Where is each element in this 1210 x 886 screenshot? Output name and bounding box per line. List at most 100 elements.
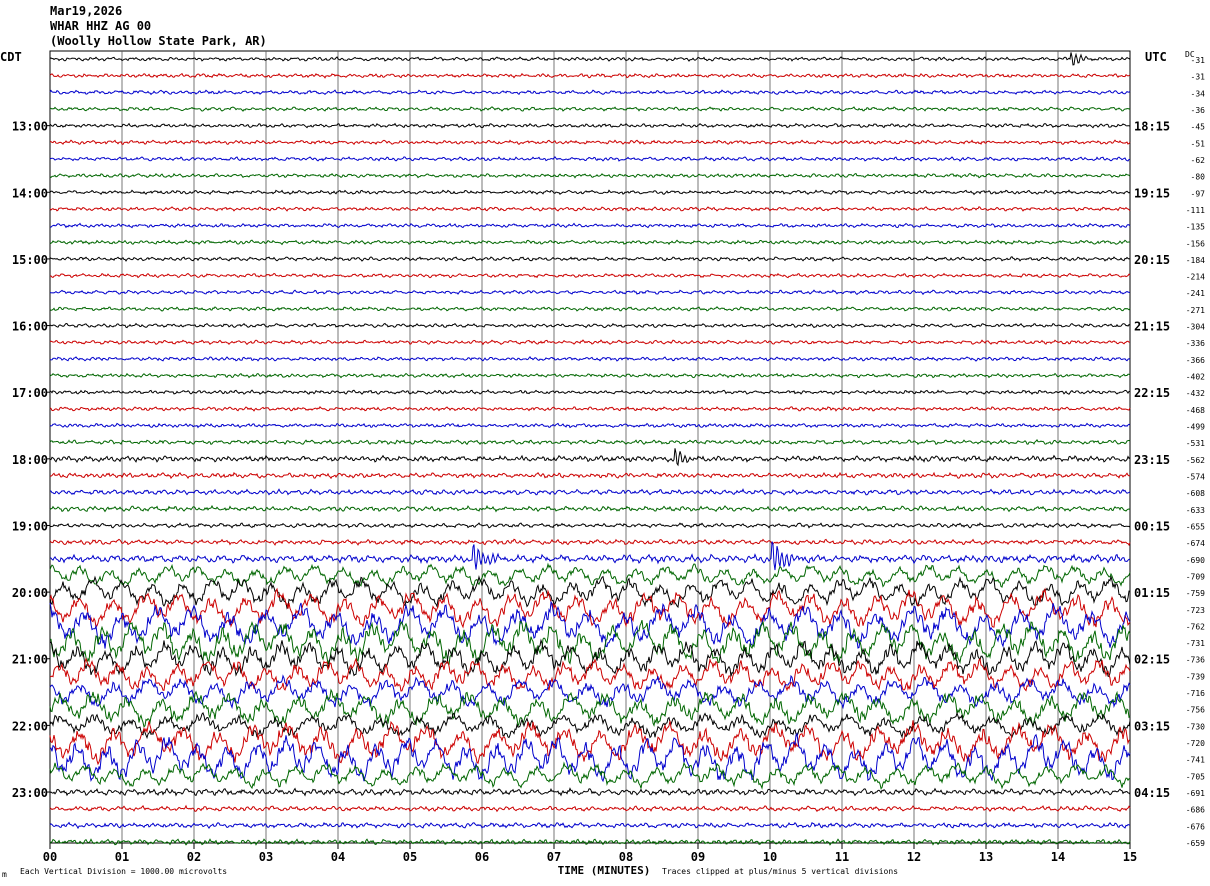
- right-time-label: 18:15: [1134, 120, 1170, 134]
- trace-line: [49, 804, 1131, 813]
- dc-offset-label: -730: [1186, 722, 1205, 731]
- left-time-label: 18:00: [12, 453, 48, 467]
- x-tick-label: 07: [547, 850, 561, 864]
- trace-line: [50, 139, 1131, 146]
- trace-line: [49, 122, 1131, 129]
- dc-offset-label: -184: [1186, 256, 1205, 265]
- x-tick-label: 05: [403, 850, 417, 864]
- left-zone-label: CDT: [0, 50, 22, 64]
- trace-line: [49, 541, 1131, 571]
- left-time-label: 13:00: [12, 120, 48, 134]
- x-tick-label: 12: [907, 850, 921, 864]
- x-tick-label: 10: [763, 850, 777, 864]
- x-tick-label: 06: [475, 850, 489, 864]
- right-time-label: 04:15: [1134, 786, 1170, 800]
- x-tick-label: 13: [979, 850, 993, 864]
- dc-offset-label: -241: [1186, 289, 1205, 298]
- x-tick-label: 08: [619, 850, 633, 864]
- dc-offset-label: -759: [1186, 589, 1205, 598]
- trace-line: [49, 711, 1131, 740]
- dc-offset-label: -676: [1186, 822, 1205, 831]
- x-tick-label: 09: [691, 850, 705, 864]
- trace-line: [49, 306, 1131, 312]
- trace-line: [49, 355, 1131, 362]
- trace-line: [49, 189, 1131, 196]
- x-axis-label: TIME (MINUTES): [558, 864, 651, 877]
- dc-offset-label: -686: [1186, 806, 1205, 815]
- left-time-label: 20:00: [12, 586, 48, 600]
- left-time-label: 21:00: [12, 653, 48, 667]
- left-time-label: 16:00: [12, 320, 48, 334]
- dc-offset-label: -762: [1186, 622, 1205, 631]
- right-time-label: 22:15: [1134, 386, 1170, 400]
- footer-mark: m: [2, 870, 7, 879]
- location-label: (Woolly Hollow State Park, AR): [50, 34, 267, 48]
- dc-offset-label: -531: [1186, 439, 1205, 448]
- trace-line: [49, 272, 1131, 279]
- x-tick-label: 01: [115, 850, 129, 864]
- trace-line: [49, 89, 1131, 96]
- dc-offset-label: -402: [1186, 373, 1205, 382]
- dc-offset-label: -304: [1186, 323, 1205, 332]
- trace-line: [49, 322, 1131, 329]
- dc-offset-label: -31: [1191, 56, 1206, 65]
- dc-offset-label: -156: [1186, 239, 1205, 248]
- right-time-label: 02:15: [1134, 653, 1170, 667]
- dc-offset-label: -659: [1186, 839, 1205, 848]
- dc-offset-label: -574: [1186, 472, 1205, 481]
- dc-offset-label: -97: [1191, 189, 1206, 198]
- trace-line: [49, 732, 1131, 783]
- trace-line: [49, 172, 1131, 179]
- clip-note: Traces clipped at plus/minus 5 vertical …: [662, 867, 899, 876]
- dc-offset-label: -720: [1186, 739, 1205, 748]
- left-time-label: 15:00: [12, 253, 48, 267]
- trace-line: [49, 587, 1131, 629]
- trace-line: [49, 619, 1131, 666]
- trace-line: [49, 448, 1131, 467]
- dc-offset-label: -608: [1186, 489, 1205, 498]
- x-tick-label: 11: [835, 850, 849, 864]
- dc-offset-label: -723: [1186, 606, 1205, 615]
- plot-frame: [49, 50, 1131, 844]
- dc-offset-label: -135: [1186, 223, 1205, 232]
- left-time-label: 14:00: [12, 186, 48, 200]
- dc-offset-label: -731: [1186, 639, 1205, 648]
- x-tick-label: 15: [1123, 850, 1137, 864]
- right-zone-label: UTC: [1145, 50, 1167, 64]
- dc-offset-label: -741: [1186, 756, 1205, 765]
- dc-offset-label: -366: [1186, 356, 1205, 365]
- dc-offset-label: -336: [1186, 339, 1205, 348]
- left-time-label: 22:00: [12, 719, 48, 733]
- trace-line: [49, 206, 1131, 212]
- right-time-label: 20:15: [1134, 253, 1170, 267]
- station-label: WHAR HHZ AG 00: [50, 19, 152, 33]
- dc-offset-label: -705: [1186, 772, 1205, 781]
- dc-offset-label: -633: [1186, 506, 1205, 515]
- trace-line: [49, 488, 1131, 496]
- right-time-label: 01:15: [1134, 586, 1170, 600]
- trace-line: [49, 106, 1131, 112]
- trace-line: [49, 600, 1131, 649]
- dc-label: DC: [1185, 50, 1195, 59]
- x-tick-label: 02: [187, 850, 201, 864]
- dc-offset-label: -674: [1186, 539, 1205, 548]
- dc-offset-label: -756: [1186, 706, 1205, 715]
- trace-line: [49, 688, 1131, 729]
- trace-line: [49, 787, 1131, 797]
- dc-offset-label: -80: [1191, 173, 1206, 182]
- left-time-label: 17:00: [12, 386, 48, 400]
- scale-note: Each Vertical Division = 1000.00 microvo…: [20, 867, 228, 876]
- dc-offset-label: -655: [1186, 522, 1205, 531]
- trace-line: [49, 471, 1131, 480]
- dc-offset-label: -62: [1191, 156, 1206, 165]
- right-time-label: 21:15: [1134, 320, 1170, 334]
- trace-line: [49, 562, 1131, 589]
- x-tick-label: 14: [1051, 850, 1065, 864]
- right-time-label: 19:15: [1134, 186, 1170, 200]
- trace-line: [49, 575, 1131, 610]
- dc-offset-label: -562: [1186, 456, 1205, 465]
- date-label: Mar19,2026: [50, 4, 123, 18]
- trace-line: [49, 821, 1131, 830]
- x-tick-label: 04: [331, 850, 345, 864]
- trace-line: [49, 638, 1131, 678]
